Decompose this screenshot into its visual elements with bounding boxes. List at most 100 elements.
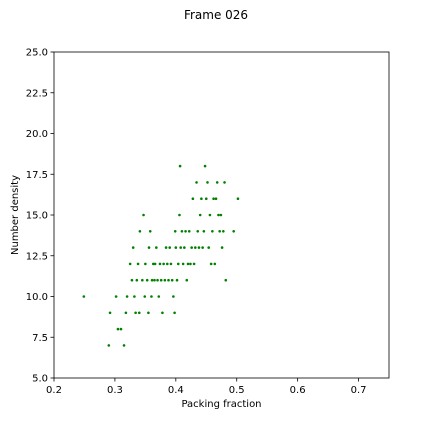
data-point [201, 246, 204, 249]
data-point [83, 295, 86, 298]
data-point [160, 279, 163, 282]
data-point [134, 312, 137, 315]
data-point [170, 263, 173, 266]
data-point [212, 197, 215, 200]
data-point [190, 246, 193, 249]
data-point [117, 328, 120, 331]
data-point [125, 312, 128, 315]
data-point [177, 263, 180, 266]
data-point [161, 312, 164, 315]
data-point [187, 263, 190, 266]
chart-title: Frame 026 [184, 8, 248, 22]
data-point [115, 295, 118, 298]
data-point [138, 312, 141, 315]
data-point [192, 197, 195, 200]
data-point [218, 230, 221, 233]
data-point [200, 197, 203, 200]
data-point [178, 214, 181, 217]
data-point [154, 263, 157, 266]
data-point [194, 246, 197, 249]
data-point [168, 246, 171, 249]
x-tick-label: 0.3 [107, 385, 123, 396]
data-point [175, 246, 178, 249]
x-tick-label: 0.6 [290, 385, 306, 396]
data-point [206, 181, 209, 184]
data-point [150, 295, 153, 298]
data-point [151, 279, 154, 282]
data-point [232, 230, 235, 233]
data-point [217, 214, 220, 217]
data-point [189, 263, 192, 266]
data-point [148, 246, 151, 249]
data-point [214, 263, 217, 266]
y-axis-label: Number density [10, 175, 21, 255]
y-tick-label: 7.5 [32, 333, 48, 344]
data-point [199, 214, 202, 217]
data-point [136, 279, 139, 282]
data-point [133, 295, 136, 298]
y-tick-label: 10.0 [26, 292, 48, 303]
data-point [176, 279, 179, 282]
data-point [166, 263, 169, 266]
data-point [174, 230, 177, 233]
data-point [222, 230, 225, 233]
data-point [143, 295, 146, 298]
data-point [120, 328, 123, 331]
data-point [142, 214, 145, 217]
data-point [149, 230, 152, 233]
data-point [164, 279, 167, 282]
data-point [185, 279, 188, 282]
data-point [171, 279, 174, 282]
data-point [179, 165, 182, 168]
data-point [155, 246, 158, 249]
data-point [126, 295, 129, 298]
data-point [181, 230, 184, 233]
data-point [129, 263, 132, 266]
data-point [195, 181, 198, 184]
data-point [198, 246, 201, 249]
data-point [157, 295, 160, 298]
data-point [220, 214, 223, 217]
x-tick-label: 0.7 [351, 385, 367, 396]
data-point [165, 246, 168, 249]
data-point [223, 181, 226, 184]
data-point [183, 246, 186, 249]
data-point [237, 197, 240, 200]
data-point [215, 197, 218, 200]
data-point [196, 230, 199, 233]
data-point [162, 263, 165, 266]
data-point [204, 165, 207, 168]
x-tick-label: 0.4 [168, 385, 184, 396]
data-point [108, 344, 111, 347]
data-point [209, 214, 212, 217]
y-tick-label: 17.5 [26, 170, 48, 181]
data-point [159, 263, 162, 266]
data-point [109, 312, 112, 315]
data-point [205, 197, 208, 200]
y-tick-label: 12.5 [26, 251, 48, 262]
data-point [144, 263, 147, 266]
data-point [131, 279, 134, 282]
x-axis-label: Packing fraction [181, 399, 261, 410]
data-point [179, 246, 182, 249]
data-point [207, 246, 210, 249]
y-tick-label: 20.0 [26, 129, 48, 140]
data-point [167, 279, 170, 282]
data-point [182, 263, 185, 266]
data-point [123, 344, 126, 347]
data-point [224, 279, 227, 282]
data-point [216, 181, 219, 184]
y-tick-label: 15.0 [26, 211, 48, 222]
y-tick-label: 25.0 [26, 48, 48, 59]
data-point [210, 263, 213, 266]
data-point [203, 230, 206, 233]
data-point [184, 230, 187, 233]
data-point [211, 230, 214, 233]
x-tick-label: 0.5 [229, 385, 245, 396]
data-point [139, 230, 142, 233]
data-point [147, 312, 150, 315]
data-point [221, 246, 224, 249]
data-point [193, 263, 196, 266]
data-point [156, 279, 159, 282]
